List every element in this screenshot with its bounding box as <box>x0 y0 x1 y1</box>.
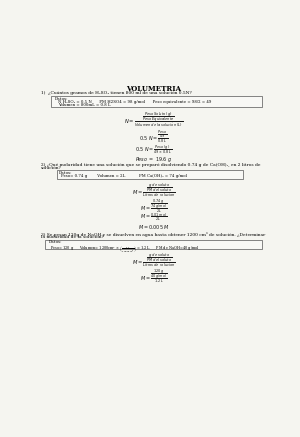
Text: solución?: solución? <box>40 166 61 170</box>
Text: $M = \frac{\dfrac{g\;de\;soluto}{PM\;del\;soluto}}{Litros\;de\;soluci\acute{o}n}: $M = \frac{\dfrac{g\;de\;soluto}{PM\;del… <box>132 183 176 199</box>
FancyBboxPatch shape <box>45 239 262 249</box>
Text: $M = 0.005\;M$: $M = 0.005\;M$ <box>138 222 169 231</box>
Text: $0.5\;N = \frac{\dfrac{Peso}{49}}{0.8\;L}$: $0.5\;N = \frac{\dfrac{Peso}{49}}{0.8\;L… <box>139 129 168 145</box>
Text: $Peso\;=\;19.6\;g$: $Peso\;=\;19.6\;g$ <box>135 155 172 164</box>
Text: $0.5\;N = \frac{Peso\;(g)}{49 \times 0.8\;L}$: $0.5\;N = \frac{Peso\;(g)}{49 \times 0.8… <box>135 143 172 156</box>
Text: $M = \frac{\dfrac{g\;de\;soluto}{PM\;del\;soluto}}{Litros\;de\;soluci\acute{o}n}: $M = \frac{\dfrac{g\;de\;soluto}{PM\;del… <box>132 253 176 269</box>
Text: $M = \frac{\dfrac{120\;g}{40\;g/mol}}{1.2\;L}$: $M = \frac{\dfrac{120\;g}{40\;g/mol}}{1.… <box>140 268 167 285</box>
Text: VOLUMETRIA: VOLUMETRIA <box>126 85 181 93</box>
Text: 1)  ¿Cuántos gramos de H₂SO₄ tienen 800 ml de una solución 0.5N?: 1) ¿Cuántos gramos de H₂SO₄ tienen 800 m… <box>40 91 191 95</box>
Text: $M = \frac{\dfrac{0.74\;g}{74\;g/mol}}{2L}$: $M = \frac{\dfrac{0.74\;g}{74\;g/mol}}{2… <box>140 198 167 215</box>
FancyBboxPatch shape <box>57 170 243 179</box>
Text: 2) ¿Qué molaridad tiene una solución que se preparó disolviendo 0.74 g de Ca(OH): 2) ¿Qué molaridad tiene una solución que… <box>40 163 260 166</box>
Text: N H₂SO₄ = 0.5 N      PM H2SO4 = 98 g/mol      Peso equivalente = 98/2 = 49: N H₂SO₄ = 0.5 N PM H2SO4 = 98 g/mol Peso… <box>58 100 211 104</box>
Text: Datos:: Datos: <box>48 240 62 244</box>
Text: la molaridad de la solución?: la molaridad de la solución? <box>40 235 103 239</box>
Text: $M = \frac{0.01\;mol}{2L}$: $M = \frac{0.01\;mol}{2L}$ <box>140 212 167 223</box>
Text: Peso= 120 g      Volumen= 1200cm³ $\times$ $\left(\frac{1L}{1000cm^3}\right)$ = : Peso= 120 g Volumen= 1200cm³ $\times$ $\… <box>50 244 200 254</box>
Text: Volumen = 800mL = 0.8 L: Volumen = 800mL = 0.8 L <box>58 103 110 107</box>
Text: Datos:: Datos: <box>59 171 73 175</box>
Text: $N = \frac{\dfrac{Peso\;Soluto\;(g)}{Peso\;Equivalente}}{Volumen\;de\;la\;soluci: $N = \frac{\dfrac{Peso\;Soluto\;(g)}{Pes… <box>124 112 183 128</box>
Text: Datos:: Datos: <box>55 97 68 101</box>
Text: 3) Se pesan 120g de NaOH y se disuelven en agua hasta obtener 1200 cm³ de soluci: 3) Se pesan 120g de NaOH y se disuelven … <box>40 232 265 237</box>
Text: Peso= 0.74 g        Volumen = 2L           PM Ca(OH)₂ = 74 g/mol: Peso= 0.74 g Volumen = 2L PM Ca(OH)₂ = 7… <box>61 174 187 178</box>
FancyBboxPatch shape <box>52 96 262 107</box>
